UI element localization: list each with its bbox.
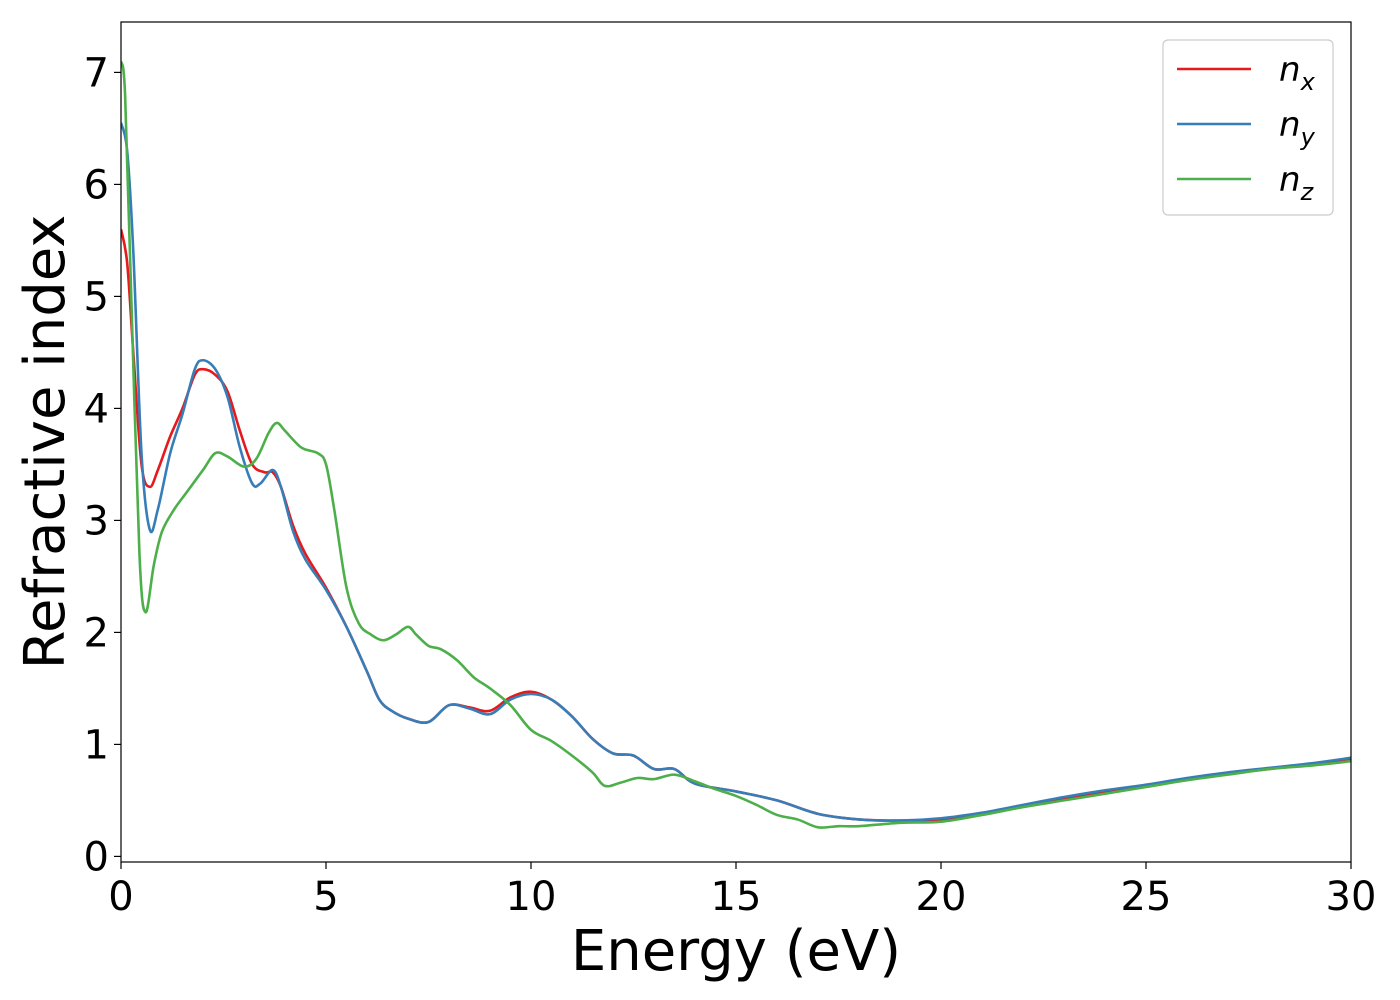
plot-lines	[121, 60, 1351, 829]
y-tick-label: 0	[84, 834, 109, 880]
y-tick-label: 5	[84, 274, 109, 320]
x-tick-label: 20	[916, 874, 967, 920]
y-tick-label: 6	[84, 162, 109, 208]
y-tick-label: 3	[84, 498, 109, 544]
x-tick-label: 10	[506, 874, 557, 920]
x-axis-ticks: 0 5 10 15 20 25 30	[108, 862, 1376, 920]
legend-box	[1162, 39, 1334, 216]
x-axis-label: Energy (eV)	[571, 919, 901, 984]
x-tick-label: 0	[108, 874, 133, 920]
x-tick-label: 30	[1326, 874, 1377, 920]
y-tick-label: 2	[84, 610, 109, 656]
x-tick-label: 5	[313, 874, 338, 920]
y-tick-label: 1	[84, 722, 109, 768]
x-tick-label: 15	[711, 874, 762, 920]
y-axis-label: Refractive index	[13, 215, 78, 670]
x-tick-label: 25	[1121, 874, 1172, 920]
series-line-ny	[121, 122, 1351, 822]
y-axis-ticks: 0 1 2 3 4 5 6 7	[84, 50, 121, 880]
y-tick-label: 4	[84, 386, 109, 432]
series-line-nz	[121, 60, 1351, 829]
y-tick-label: 7	[84, 50, 109, 96]
